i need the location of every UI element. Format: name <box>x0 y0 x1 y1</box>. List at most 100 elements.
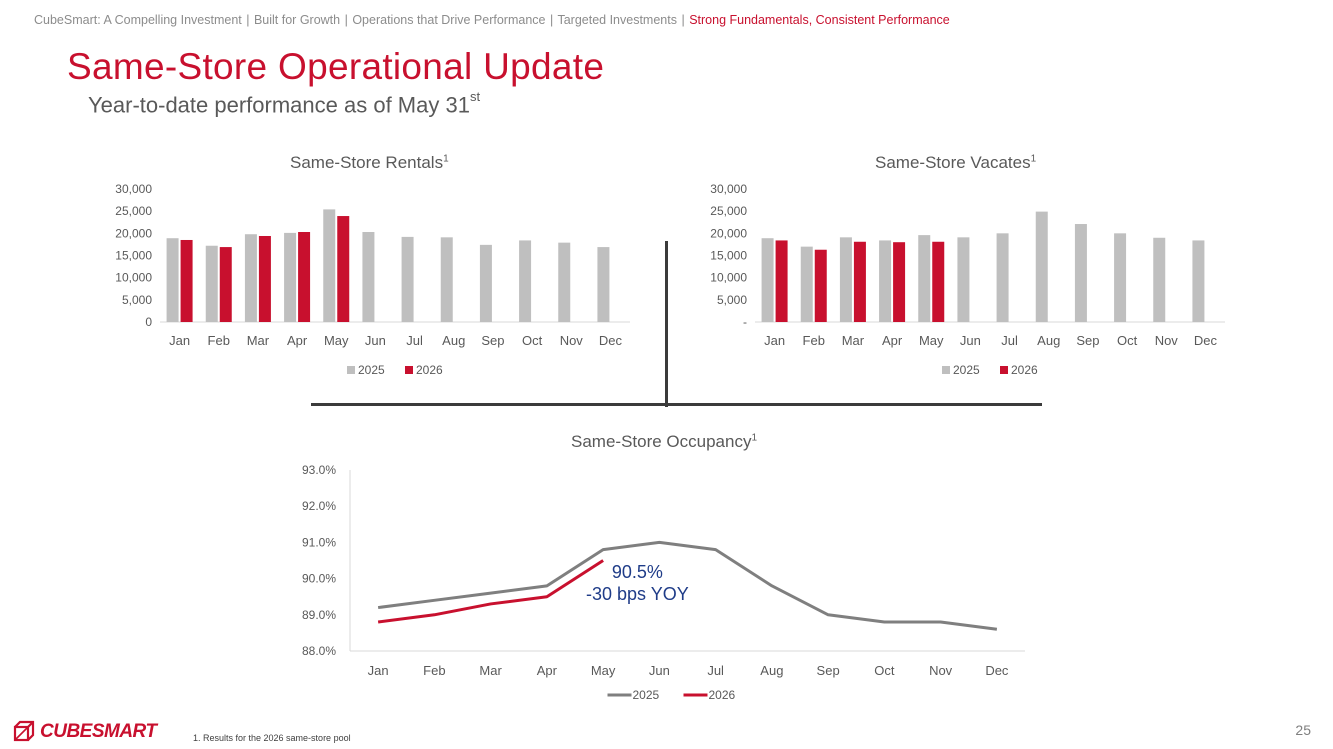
occupancy-ytick-label: 88.0% <box>302 644 336 658</box>
rentals-bar-2025 <box>244 234 257 322</box>
annotation-value: 90.5% <box>611 562 663 582</box>
vacates-ytick-label: 30,000 <box>710 182 747 196</box>
rentals-xtick-label: Feb <box>208 333 230 348</box>
occupancy-legend-label: 2025 <box>633 688 660 702</box>
rentals-bar-2025 <box>401 236 414 322</box>
rentals-ytick-label: 20,000 <box>115 226 152 240</box>
breadcrumb-item[interactable]: Built for Growth <box>253 13 341 27</box>
horizontal-divider <box>311 403 1042 406</box>
rentals-xtick-label: Nov <box>560 333 584 348</box>
rentals-chart-title: Same-Store Rentals1 <box>290 153 449 173</box>
page-number: 25 <box>1295 722 1311 738</box>
rentals-ytick-label: 5,000 <box>122 293 152 307</box>
rentals-xtick-label: Aug <box>442 333 465 348</box>
occupancy-xtick-label: Jan <box>368 663 389 678</box>
rentals-bar-2025 <box>519 240 532 322</box>
breadcrumb-separator: | <box>246 13 250 27</box>
rentals-legend-swatch <box>405 366 413 374</box>
rentals-xtick-label: Jul <box>406 333 423 348</box>
vacates-chart: - 5,000 10,000 15,000 20,000 25,000 30,000 Jan F… <box>710 182 1225 377</box>
vacates-xtick-label: Dec <box>1194 333 1218 348</box>
occupancy-xtick-label: Dec <box>985 663 1009 678</box>
rentals-bar-2025 <box>479 244 492 322</box>
vacates-bar-2026 <box>814 249 827 322</box>
occupancy-title-sup: 1 <box>751 432 758 444</box>
rentals-bar-2026 <box>298 232 311 322</box>
rentals-legend-label: 2025 <box>358 363 385 377</box>
page-title: Same-Store Operational Update <box>67 46 605 87</box>
occupancy-title-text: Same-Store Occupancy <box>571 432 752 451</box>
rentals-xtick-label: Jan <box>169 333 190 348</box>
rentals-ytick-label: 25,000 <box>115 204 152 218</box>
vacates-bar-2025 <box>1074 224 1087 322</box>
occupancy-xtick-label: May <box>591 663 616 678</box>
breadcrumb-item[interactable]: Targeted Investments <box>557 13 677 27</box>
occupancy-xtick-label: Apr <box>537 663 558 678</box>
vacates-bar-2025 <box>1192 240 1205 322</box>
occupancy-line-2025 <box>377 540 998 631</box>
rentals-bar-2025 <box>205 245 218 322</box>
footnote: 1. Results for the 2026 same-store pool <box>193 733 351 743</box>
breadcrumb-separator: | <box>344 13 348 27</box>
occupancy-ytick-label: 93.0% <box>302 463 336 477</box>
rentals-bar-2026 <box>180 239 193 322</box>
rentals-bar-2026 <box>219 247 232 322</box>
vacates-xtick-label: Feb <box>803 333 825 348</box>
vacates-xtick-label: Aug <box>1037 333 1060 348</box>
breadcrumb: CubeSmart: A Compelling Investment | Bui… <box>34 13 950 27</box>
occupancy-ytick-label: 91.0% <box>302 535 336 549</box>
rentals-bar-2026 <box>258 235 271 322</box>
rentals-ytick-label: 30,000 <box>115 182 152 196</box>
cube-logo-icon <box>13 720 35 742</box>
occupancy-xtick-label: Aug <box>760 663 783 678</box>
rentals-bar-2025 <box>362 232 375 322</box>
vacates-legend-swatch <box>942 366 950 374</box>
vacates-xtick-label: Sep <box>1076 333 1099 348</box>
vacates-xtick-label: Jul <box>1001 333 1018 348</box>
rentals-chart: 0 5,000 10,000 15,000 20,000 25,000 30,000 Jan F… <box>115 182 630 377</box>
occupancy-annotation: 90.5% -30 bps YOY <box>586 561 689 605</box>
vertical-divider <box>665 241 668 407</box>
vacates-xtick-label: Nov <box>1155 333 1179 348</box>
rentals-title-text: Same-Store Rentals <box>290 153 444 172</box>
vacates-bar-2026 <box>932 241 945 322</box>
occupancy-ytick-label: 92.0% <box>302 499 336 513</box>
subtitle-text: Year-to-date performance as of May 31 <box>88 92 470 118</box>
rentals-bar-2025 <box>440 237 453 322</box>
vacates-bar-2025 <box>839 237 852 322</box>
occupancy-chart-title: Same-Store Occupancy1 <box>571 432 757 452</box>
vacates-bar-2026 <box>775 240 788 322</box>
breadcrumb-item[interactable]: Operations that Drive Performance <box>352 13 546 27</box>
vacates-ytick-label: - <box>743 315 747 329</box>
vacates-bar-2025 <box>800 246 813 322</box>
occupancy-xtick-label: Mar <box>479 663 502 678</box>
occupancy-line-2026 <box>377 559 604 624</box>
vacates-xtick-label: Oct <box>1117 333 1138 348</box>
vacates-ytick-label: 20,000 <box>710 226 747 240</box>
vacates-xtick-label: Jun <box>960 333 981 348</box>
breadcrumb-separator: | <box>549 13 554 27</box>
rentals-legend-swatch <box>347 366 355 374</box>
rentals-xtick-label: Sep <box>481 333 504 348</box>
rentals-xtick-label: May <box>324 333 349 348</box>
rentals-bar-2026 <box>337 216 350 322</box>
vacates-ytick-label: 25,000 <box>710 204 747 218</box>
vacates-bar-2026 <box>853 241 866 322</box>
occupancy-xtick-label: Jul <box>707 663 724 678</box>
vacates-legend-swatch <box>1000 366 1008 374</box>
breadcrumb-item-active[interactable]: Strong Fundamentals, Consistent Performa… <box>689 13 950 27</box>
vacates-xtick-label: Apr <box>882 333 903 348</box>
occupancy-xtick-label: Feb <box>423 663 445 678</box>
breadcrumb-separator: | <box>681 13 685 27</box>
vacates-legend-label: 2026 <box>1011 363 1038 377</box>
occupancy-xtick-label: Jun <box>649 663 670 678</box>
breadcrumb-item[interactable]: CubeSmart: A Compelling Investment <box>34 13 242 27</box>
occupancy-legend-label: 2026 <box>709 688 736 702</box>
occupancy-xtick-label: Oct <box>874 663 895 678</box>
vacates-bar-2025 <box>1114 233 1127 322</box>
vacates-bar-2025 <box>918 235 931 322</box>
rentals-ytick-label: 15,000 <box>115 249 152 263</box>
vacates-bar-2026 <box>893 242 906 322</box>
vacates-ytick-label: 5,000 <box>717 293 747 307</box>
vacates-bar-2025 <box>996 233 1009 322</box>
